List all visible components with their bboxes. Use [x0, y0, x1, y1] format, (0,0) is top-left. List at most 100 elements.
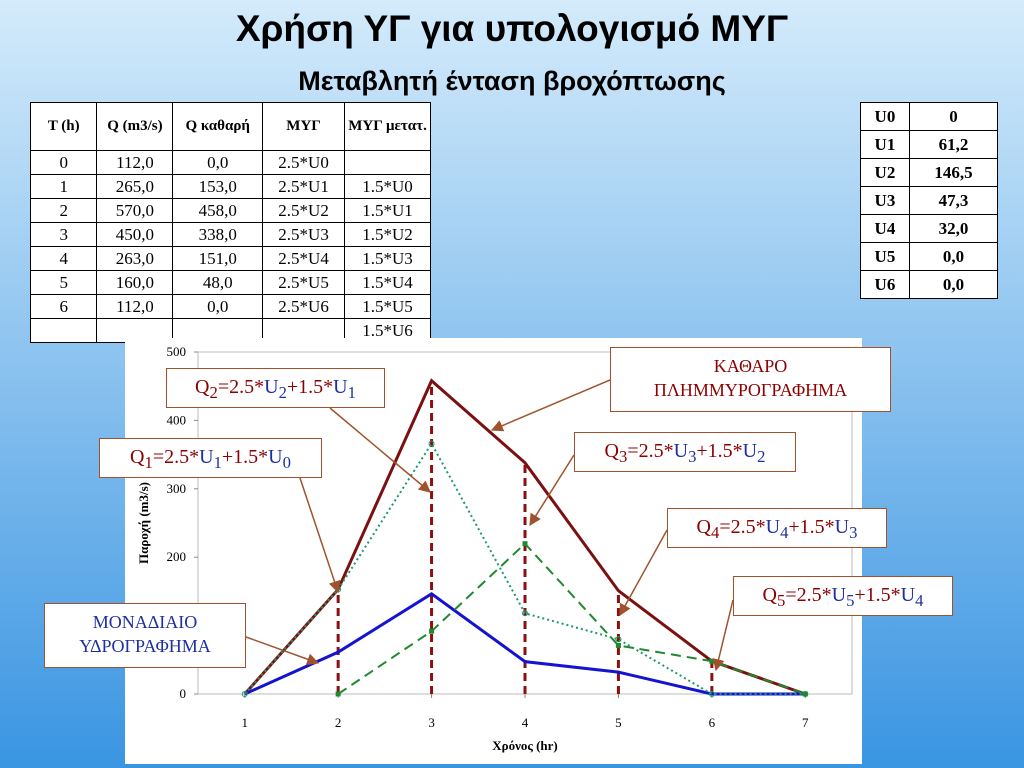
x-tick-label: 4: [522, 715, 529, 730]
label-line: ΚΑΘΑΡΟ: [713, 356, 788, 376]
point: [708, 691, 715, 697]
table-cell: 0: [908, 102, 999, 131]
table-row: U4 32,0: [860, 214, 999, 243]
column-header: ΜΥΓ μετατ.: [344, 102, 431, 151]
table-cell: 1.5*U4: [344, 270, 431, 295]
annotation-part: U: [673, 440, 689, 462]
annotation-part: U: [831, 584, 847, 606]
table-cell: 2.5*U6: [262, 294, 346, 319]
annotation-part: 2: [278, 383, 287, 402]
table-row: U3 47,3: [860, 186, 999, 215]
table-cell: [344, 150, 431, 175]
x-tick-label: 3: [428, 715, 435, 730]
annotation-part: 3: [688, 447, 697, 466]
table-cell: 0: [29, 150, 98, 175]
table-row: 4 263,0 151,0 2.5*U4 1.5*U3: [29, 246, 431, 271]
table-cell: 450,0: [96, 222, 174, 247]
point: [428, 440, 435, 447]
annotation-part: U: [333, 376, 348, 398]
point: [615, 642, 621, 648]
annotation-part: Q: [130, 446, 145, 468]
table-row: 2 570,0 458,0 2.5*U2 1.5*U1: [29, 198, 431, 223]
x-tick-label: 6: [709, 715, 716, 730]
y-axis-label: Παροχή (m3/s): [136, 482, 151, 564]
annotation: Q5=2.5*U5+1.5*U4: [733, 576, 953, 616]
annotation-part: Q: [604, 440, 619, 462]
annotation-part: U: [900, 584, 916, 606]
table-cell: 1.5*U2: [344, 222, 431, 247]
table-cell: 153,0: [172, 174, 264, 199]
annotation-part: 0: [282, 453, 291, 472]
annotation-part: =2.5*: [217, 376, 265, 398]
x-tick-label: 5: [615, 715, 622, 730]
annotation-part: =2.5*: [152, 446, 200, 468]
annotation-part: Q: [696, 516, 711, 538]
table-cell: 1.5*U5: [344, 294, 431, 319]
u-table: U0 0 U1 61,2 U2 146,5 U3 47,3 U4 32,0 U5 0,0 U6 0,0: [860, 102, 999, 299]
title: Χρήση ΥΓ για υπολογισμό ΜΥΓ: [235, 8, 789, 49]
x-axis-label: Χρόνος (hr): [492, 738, 558, 753]
table-cell: 1.5*U1: [344, 198, 431, 223]
annotation-part: +1.5*: [696, 440, 743, 462]
annotation-part: 1: [347, 383, 356, 402]
table-cell: 47,3: [908, 186, 999, 215]
annotation-part: 2: [209, 383, 218, 402]
series-label: ΜΟΝΑΔΙΑΙΟ ΥΔΡΟΓΡΑΦΗΜΑ: [44, 603, 246, 668]
annotation-part: U: [199, 446, 214, 468]
label-line: ΥΔΡΟΓΡΑΦΗΜΑ: [79, 636, 211, 656]
subtitle: Μεταβλητή ένταση βροχόπτωσης: [298, 66, 726, 96]
annotation-part: +1.5*: [221, 446, 269, 468]
table-row: U0 0: [860, 102, 999, 131]
point: [335, 691, 341, 697]
series-label: ΚΑΘΑΡΟ ΠΛΗΜΜΥΡΟΓΡΑΦΗΜΑ: [610, 347, 891, 412]
column-header: Q (m3/s): [96, 102, 174, 151]
annotation-part: +1.5*: [286, 376, 334, 398]
table-row: 5 160,0 48,0 2.5*U5 1.5*U4: [29, 270, 431, 295]
annotation-part: 1: [144, 453, 153, 472]
column-header: ΜΥΓ: [262, 102, 346, 151]
annotation-part: 4: [915, 591, 924, 610]
annotation: Q3=2.5*U3+1.5*U2: [574, 432, 796, 472]
series-line: [337, 542, 806, 695]
y-tick-label: 400: [167, 412, 187, 427]
y-tick-label: 300: [167, 481, 187, 496]
x-tick-label: 7: [802, 715, 809, 730]
table-cell: 112,0: [96, 150, 174, 175]
table-cell: 6: [29, 294, 98, 319]
table-cell: 2.5*U0: [262, 150, 346, 175]
annotation-part: 5: [777, 591, 786, 610]
annotation: Q1=2.5*U1+1.5*U0: [99, 438, 322, 478]
point: [429, 628, 435, 634]
series-line: [244, 591, 806, 696]
arrow: [619, 529, 668, 617]
table-cell: 61,2: [908, 130, 999, 159]
table-cell: [29, 318, 98, 343]
annotation-part: +1.5*: [788, 516, 835, 538]
table-cell: 265,0: [96, 174, 174, 199]
table-row: U1 61,2: [860, 130, 999, 159]
table-cell: 263,0: [96, 246, 174, 271]
y-tick-label: 0: [180, 686, 187, 701]
table-cell: 0,0: [908, 270, 999, 299]
table-cell: 1.5*U0: [344, 174, 431, 199]
annotation-part: Q: [195, 376, 210, 398]
annotation-part: 5: [846, 591, 855, 610]
annotation-part: 4: [711, 523, 720, 542]
annotation-part: U: [765, 516, 781, 538]
table-cell: U0: [860, 102, 910, 131]
annotation-part: +1.5*: [854, 584, 901, 606]
table-row: U6 0,0: [860, 270, 999, 299]
annotation-part: 1: [213, 453, 222, 472]
x-tick-label: 1: [241, 715, 248, 730]
annotation-part: 3: [619, 447, 628, 466]
table-cell: 146,5: [908, 158, 999, 187]
arrow: [712, 599, 734, 672]
y-tick-label: 200: [167, 549, 187, 564]
table-row: U2 146,5: [860, 158, 999, 187]
table-cell: U5: [860, 242, 910, 271]
table-cell: 3: [29, 222, 98, 247]
annotation-part: U: [834, 516, 850, 538]
point: [522, 541, 528, 547]
annotation-part: 4: [780, 523, 789, 542]
